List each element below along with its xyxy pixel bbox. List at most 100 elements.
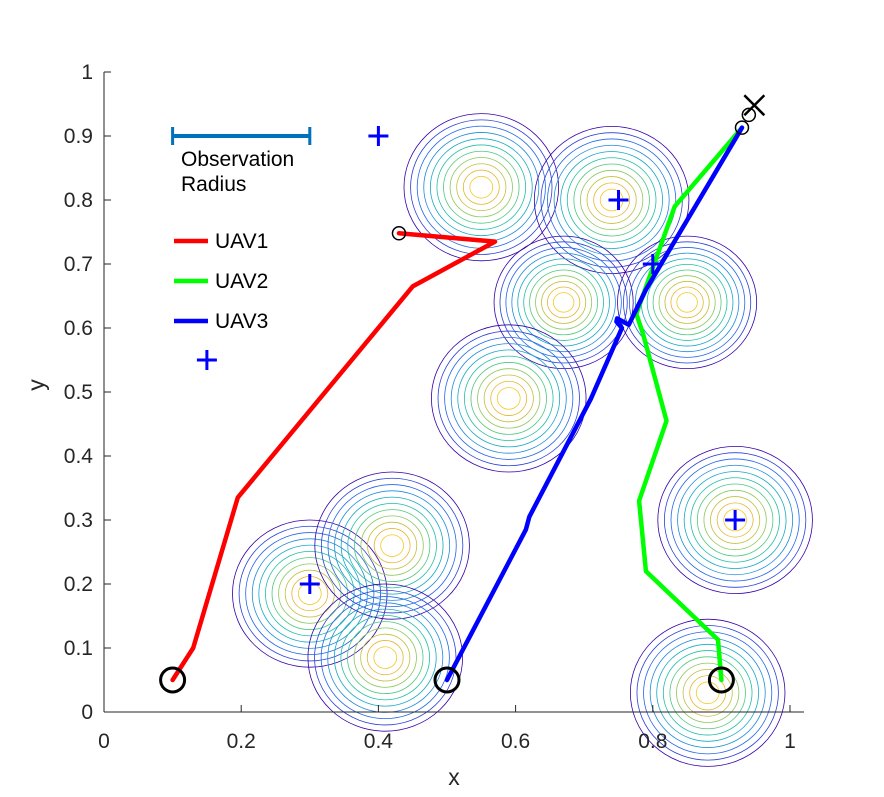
contour-ring (410, 119, 553, 255)
contour-ring (664, 280, 710, 324)
path-uav2 (634, 125, 745, 683)
y-tick-label: 0.2 (64, 573, 93, 596)
contour-ring (470, 362, 547, 435)
contour-ring (669, 656, 746, 730)
contour-ring (499, 241, 628, 364)
y-tick-label: 0.4 (64, 445, 94, 468)
contour-ring (658, 275, 716, 330)
contour-ring (523, 263, 604, 341)
contour-ring (443, 150, 520, 224)
contour-ring (340, 614, 431, 701)
contour-ring (320, 596, 450, 720)
legend-label-uav1: UAV1 (215, 230, 268, 253)
start-point-marker (707, 666, 735, 694)
y-tick-label: 0.3 (64, 509, 93, 532)
contour-ring (649, 637, 766, 748)
contour-ring (353, 627, 417, 688)
contour-ring (623, 241, 752, 364)
contour-ring (723, 508, 747, 532)
contour-ring (251, 538, 368, 649)
y-tick-label: 0.8 (64, 189, 93, 212)
contour-ring (710, 496, 761, 544)
x-tick-label: 1 (784, 730, 796, 753)
contour-ring (307, 583, 463, 732)
y-tick-label: 0.6 (64, 317, 93, 340)
contour-ring (436, 144, 527, 230)
end-point-marker (741, 107, 757, 123)
density-contours (232, 113, 813, 767)
uav-paths (170, 125, 745, 683)
contour-ring (245, 532, 375, 656)
contour-ring (416, 125, 546, 249)
contour-ring (657, 445, 813, 594)
x-tick-label: 0 (98, 730, 110, 753)
contour-ring (483, 374, 534, 423)
contour-ring (533, 126, 690, 274)
markers (159, 94, 766, 694)
legend-label-uav2: UAV2 (215, 270, 268, 293)
contour-ring (695, 681, 720, 705)
end-point-marker (391, 226, 407, 241)
contour-ring (629, 618, 786, 767)
contour-ring (586, 176, 637, 224)
x-ticks: 0 0.2 0.4 0.6 0.8 1 (98, 705, 796, 753)
goal-x-marker (743, 94, 766, 117)
contour-ring (656, 643, 760, 742)
contour-ring (380, 534, 404, 557)
y-ticks: 0 0.1 0.2 0.3 0.4 0.5 0.6 0.7 0.8 0.9 1 (64, 61, 111, 724)
contour-ring (670, 286, 704, 319)
contour-ring (462, 169, 500, 205)
contour-ring (634, 252, 740, 353)
contour-ring (541, 280, 587, 324)
axes: x y (23, 72, 804, 790)
legend: UAV1 UAV2 UAV3 (174, 230, 268, 333)
contour-ring (552, 292, 575, 313)
contour-ring (535, 275, 593, 330)
contour-ring (580, 169, 644, 231)
start-point-marker (433, 666, 461, 694)
contour-ring (265, 550, 355, 637)
contour-ring (450, 343, 567, 454)
contour-ring (353, 509, 431, 582)
contour-ring (271, 557, 348, 630)
contour-ring (682, 668, 733, 717)
x-tick-label: 0.8 (638, 730, 667, 753)
contour-ring (314, 589, 457, 726)
observation-radius-label-line1: Observation (181, 148, 294, 171)
contour-ring (529, 269, 599, 336)
y-tick-label: 1 (81, 61, 93, 84)
contour-ring (703, 489, 767, 551)
observation-radius-indicator: Observation Radius (171, 127, 312, 196)
contour-ring (716, 502, 754, 538)
contour-ring (566, 157, 657, 243)
contour-ring (333, 608, 437, 707)
contour-ring (670, 458, 800, 582)
contour-ring (238, 525, 381, 662)
contour-ring (652, 269, 722, 336)
y-axis-label: y (23, 379, 49, 391)
contour-ring (347, 502, 437, 589)
contour-ring (457, 349, 561, 448)
contour-ring (423, 132, 540, 243)
contour-ring (373, 528, 411, 564)
y-tick-label: 0 (81, 701, 93, 724)
contour-ring (663, 452, 807, 588)
contour-ring (444, 336, 574, 460)
contour-ring (278, 563, 342, 624)
legend-label-uav3: UAV3 (215, 310, 268, 333)
contour-ring (646, 263, 728, 341)
contour-ring (511, 252, 616, 353)
contour-ring (676, 662, 740, 723)
contour-ring (437, 330, 580, 467)
contour-ring (373, 646, 398, 669)
contour-ring (456, 163, 507, 212)
contour-ring (636, 625, 779, 761)
contour-ring (690, 477, 780, 563)
contour-ring (593, 182, 631, 218)
contour-ring (547, 286, 581, 319)
contour-ring (547, 138, 677, 262)
contour-ring (683, 471, 787, 569)
contour-ring (340, 496, 444, 595)
contour-ring (496, 387, 521, 410)
